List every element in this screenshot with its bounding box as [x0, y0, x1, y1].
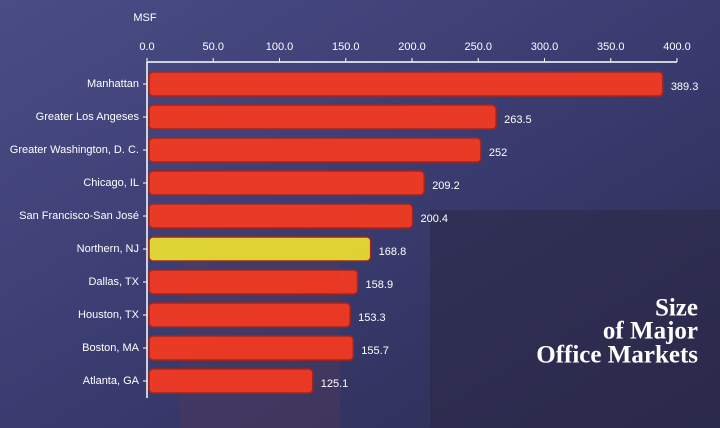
x-tick-label: 200.0 — [398, 41, 426, 53]
bar — [148, 335, 355, 361]
bar — [148, 269, 359, 295]
y-tick-label: Manhattan — [87, 78, 139, 90]
data-label: 389.3 — [671, 81, 699, 93]
y-tick-label: Atlanta, GA — [83, 375, 140, 387]
data-label: 125.1 — [321, 378, 349, 390]
data-label: 200.4 — [421, 213, 449, 225]
x-tick-label: 100.0 — [266, 41, 294, 53]
data-label: 168.8 — [379, 246, 407, 258]
data-label: 209.2 — [432, 180, 460, 192]
y-tick-label: San Francisco-San José — [19, 210, 139, 222]
bar — [148, 104, 497, 130]
x-tick-label: 150.0 — [332, 41, 360, 53]
bar — [148, 302, 351, 328]
x-tick-label: 0.0 — [139, 41, 154, 53]
chart-title: of Major — [603, 318, 698, 345]
background-photo-area — [430, 210, 720, 428]
y-tick-label: Houston, TX — [78, 309, 140, 321]
y-tick-label: Greater Washington, D. C. — [10, 144, 139, 156]
y-tick-label: Dallas, TX — [88, 276, 139, 288]
data-label: 155.7 — [361, 345, 389, 357]
bar — [148, 170, 425, 196]
y-tick-label: Greater Los Angeses — [36, 111, 140, 123]
chart-title: Size — [655, 295, 698, 322]
data-label: 252 — [489, 147, 507, 159]
bar — [148, 368, 314, 394]
y-tick-label: Chicago, IL — [83, 177, 139, 189]
x-tick-label: 50.0 — [203, 41, 224, 53]
data-label: 158.9 — [366, 279, 394, 291]
y-tick-label: Northern, NJ — [77, 243, 139, 255]
x-tick-label: 350.0 — [597, 41, 625, 53]
data-label: 263.5 — [504, 114, 532, 126]
bar — [148, 236, 372, 262]
data-label: 153.3 — [358, 312, 386, 324]
axis-title: MSF — [133, 12, 157, 24]
x-tick-label: 250.0 — [464, 41, 492, 53]
bar — [148, 137, 482, 163]
bar — [148, 71, 664, 97]
bar — [148, 203, 414, 229]
chart-title: Office Markets — [536, 342, 698, 369]
y-tick-label: Boston, MA — [82, 342, 140, 354]
x-tick-label: 400.0 — [663, 41, 691, 53]
x-tick-label: 300.0 — [531, 41, 559, 53]
